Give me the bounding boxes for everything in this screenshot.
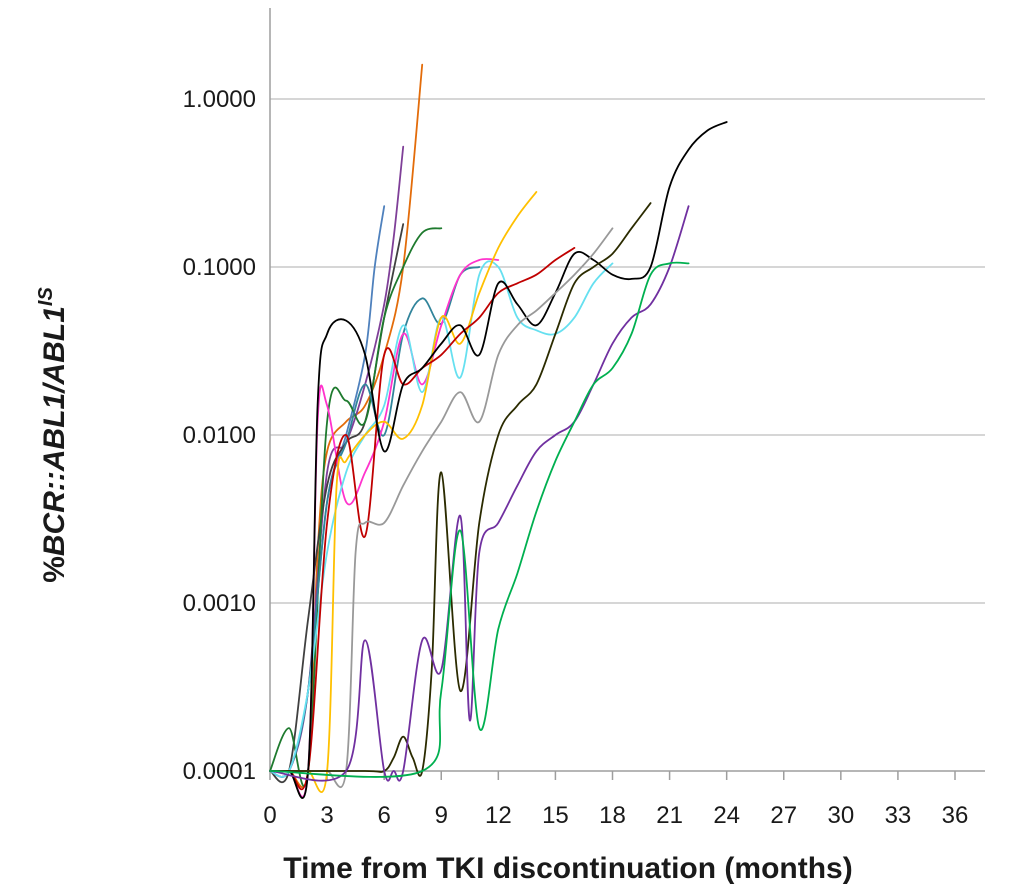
x-tick-label: 15 — [542, 802, 569, 829]
series-line-13 — [269, 202, 652, 777]
series-line-14 — [269, 205, 690, 782]
x-tick-label: 18 — [599, 802, 626, 829]
series-layer — [269, 63, 728, 799]
series-line-11 — [269, 121, 728, 799]
x-tick-label: 12 — [485, 802, 512, 829]
series-line-10 — [269, 247, 576, 791]
x-tick-label: 3 — [320, 802, 333, 829]
y-tick-label: 0.1000 — [183, 254, 256, 281]
series-line-12 — [269, 227, 614, 789]
x-tick-label: 6 — [377, 802, 390, 829]
x-tick-label: 33 — [885, 802, 912, 829]
axis-layer — [269, 8, 985, 780]
x-tick-label: 9 — [435, 802, 448, 829]
series-line-9 — [269, 191, 538, 793]
y-axis-title-main: BCR::ABL1/ABL1 — [38, 306, 71, 556]
x-tick-label: 36 — [942, 802, 969, 829]
series-line-15 — [269, 261, 690, 778]
x-axis-title: Time from TKI discontinuation (months) — [283, 852, 852, 885]
series-line-2 — [269, 205, 386, 778]
y-tick-label: 0.0100 — [183, 422, 256, 449]
y-axis-title-superscript: IS — [35, 287, 57, 307]
y-tick-label: 1.0000 — [183, 86, 256, 113]
x-tick-label: 21 — [656, 802, 683, 829]
x-tick-label: 27 — [770, 802, 797, 829]
series-line-1 — [269, 63, 424, 789]
y-axis-title: %BCR::ABL1/ABL1IS — [35, 287, 71, 583]
x-tick-label: 24 — [713, 802, 740, 829]
x-tick-label: 30 — [827, 802, 854, 829]
x-tick-label: 0 — [263, 802, 276, 829]
y-axis-title-prefix: % — [38, 556, 71, 583]
series-line-5 — [269, 227, 443, 788]
y-tick-label: 0.0001 — [183, 758, 256, 785]
y-tick-label: 0.0010 — [183, 590, 256, 617]
